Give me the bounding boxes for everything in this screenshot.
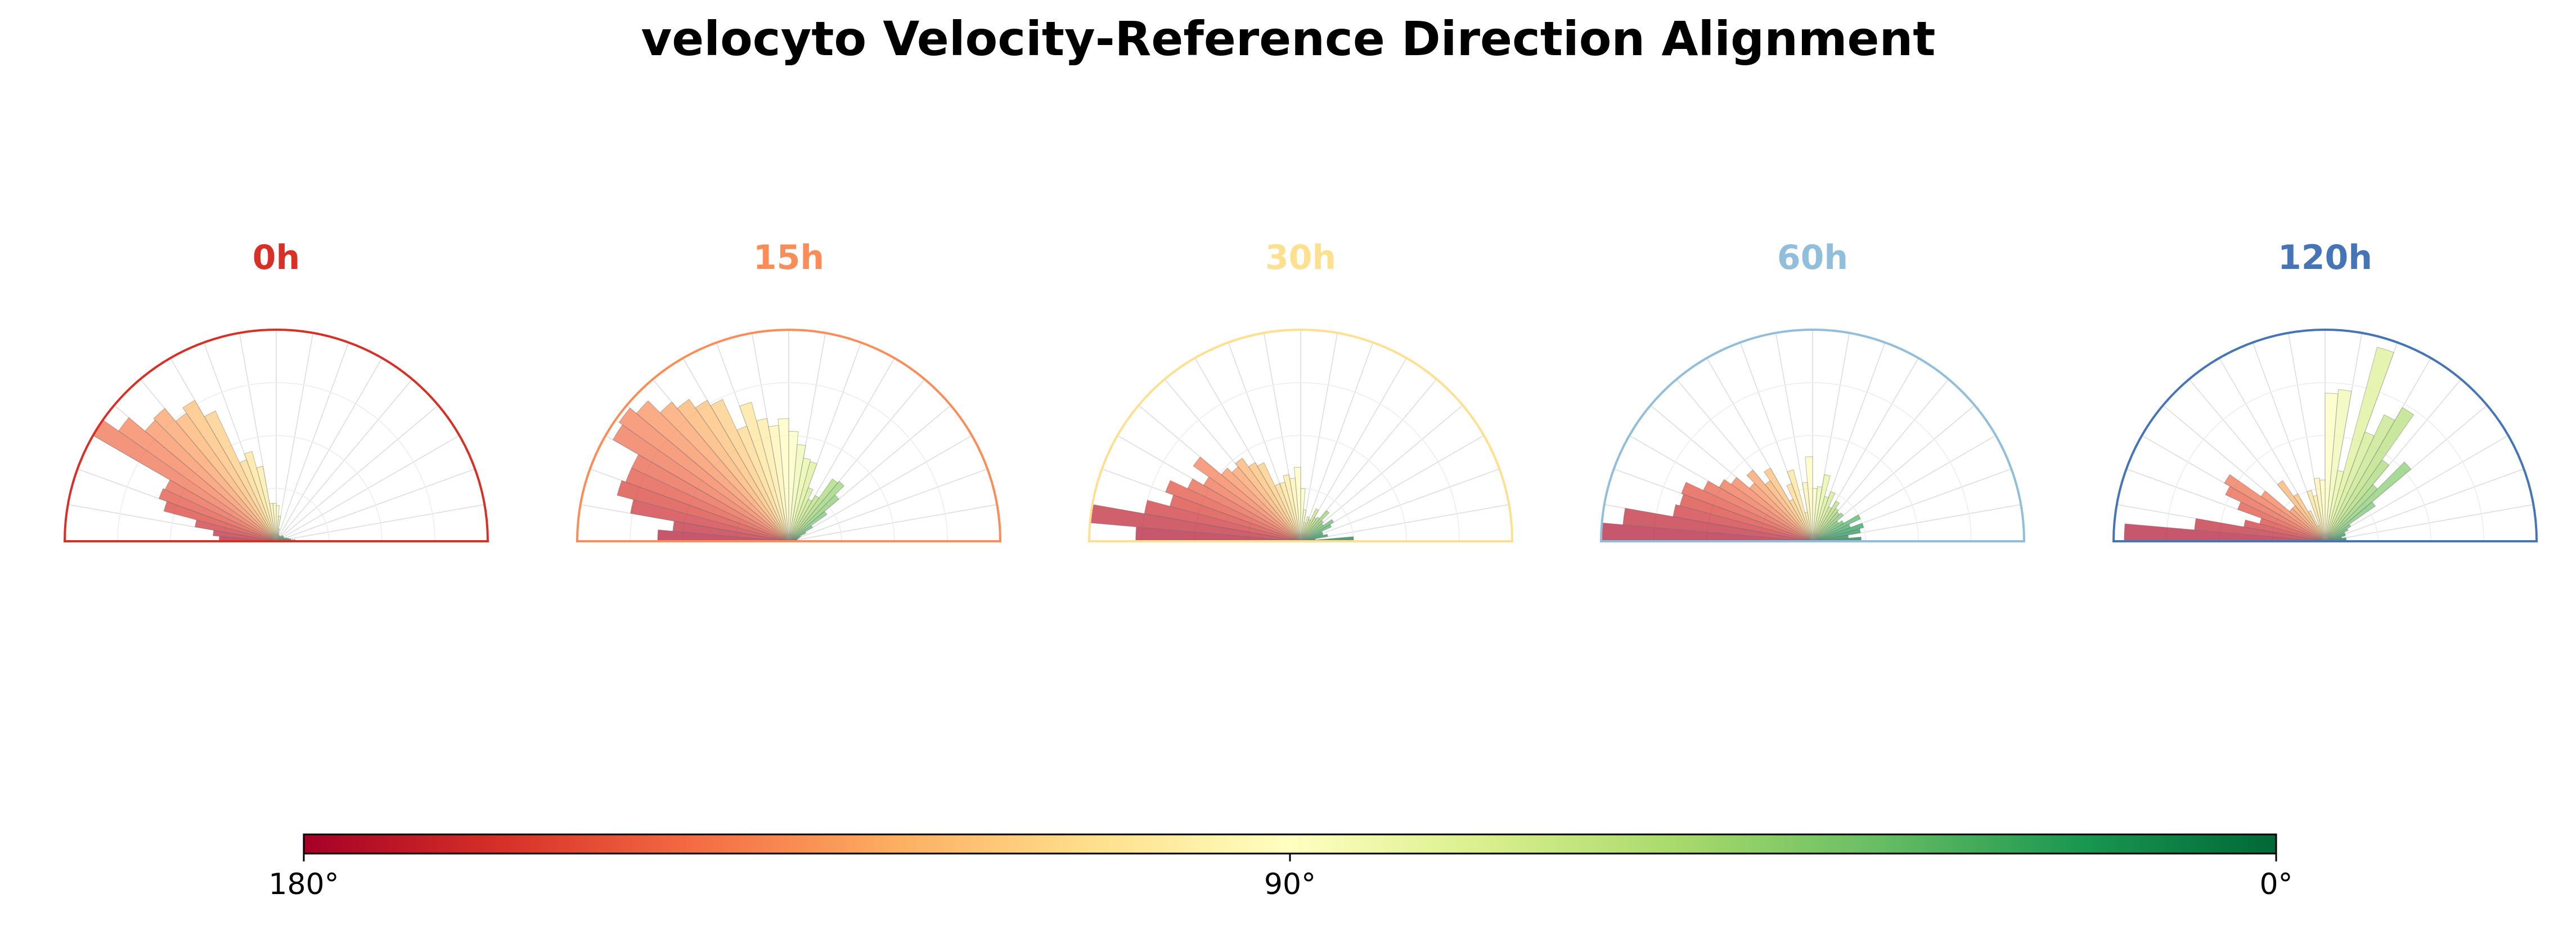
wedge-bar [2325, 389, 2352, 542]
radial-gridline [117, 382, 435, 542]
panel-title: 60h [1777, 238, 1848, 277]
wedge-bar [1812, 512, 1844, 542]
wedge-bar [630, 499, 789, 542]
wedge-bar [1812, 500, 1840, 542]
wedge-bar [182, 399, 277, 542]
wedge-bar [153, 408, 277, 542]
wedge-bar [788, 478, 838, 542]
colorbar-tick-label: 90° [1264, 868, 1316, 901]
wedge-bar [1300, 516, 1310, 542]
radial-gridline [1141, 382, 1460, 542]
chart-title: velocyto Velocity-Reference Direction Al… [641, 11, 1936, 66]
wedge-bar [618, 407, 789, 542]
panel-30h: 30h [1087, 238, 1514, 542]
wedge-bar [2237, 501, 2326, 542]
wedge-bar [213, 529, 277, 542]
colorbar-tick-label: 0° [2259, 868, 2292, 901]
panel-frame [1087, 329, 1514, 542]
panel-frame [63, 329, 489, 542]
wedge-bar [788, 495, 820, 542]
wedge-bar [1812, 474, 1831, 542]
wedge-bar [739, 402, 789, 542]
colorbar-gradient [303, 833, 2277, 855]
wedge-bar [1165, 480, 1301, 542]
wedge-bar [163, 501, 277, 542]
wedge-bar [1300, 517, 1320, 542]
panel-frame [2112, 329, 2538, 542]
wedge-bar [1300, 508, 1319, 542]
radial-gridline [2166, 382, 2484, 542]
wedge-bar [1746, 469, 1813, 542]
panel-60h: 60h [1599, 238, 2026, 542]
colorbar: 180° 90° 0° [268, 833, 2293, 901]
wedge-bar [2277, 480, 2326, 542]
panel-frame [1599, 329, 2026, 542]
panel-0h: 0h [63, 238, 489, 542]
wedge-bar [612, 424, 789, 542]
wedge-bar [2325, 347, 2394, 542]
wedge-bar [2325, 393, 2339, 542]
panel-title: 120h [2278, 238, 2372, 277]
wedge-bar [617, 480, 789, 542]
panel-120h: 120h [2112, 238, 2538, 542]
wedge-bar [195, 519, 277, 542]
wedge-bar [1300, 510, 1330, 542]
wedge-bar [2225, 486, 2326, 542]
wedge-bar [2224, 474, 2326, 542]
wedge-bar [1764, 468, 1813, 542]
wedge-bar [788, 481, 845, 542]
panel-15h: 15h [576, 238, 1002, 542]
wedge-bar [2325, 407, 2415, 542]
wedge-bar [1681, 482, 1813, 542]
wedge-bar [1235, 457, 1301, 542]
panel-title: 30h [1265, 238, 1336, 277]
wedge-bar [2325, 461, 2412, 542]
panel-frame [576, 329, 1002, 542]
wedge-bar [1812, 486, 1823, 542]
panel-title: 0h [253, 238, 300, 277]
wedge-bar [1812, 491, 1836, 542]
polar-panels: 0h 15h 30h 60h 120h [63, 238, 2538, 542]
wedge-bar [158, 488, 277, 542]
colorbar-tick-label: 180° [268, 868, 339, 901]
panel-title: 15h [753, 238, 824, 277]
radial-gridline [1653, 382, 1972, 542]
wedge-bar [2325, 414, 2395, 542]
wedge-bar [1193, 456, 1301, 542]
